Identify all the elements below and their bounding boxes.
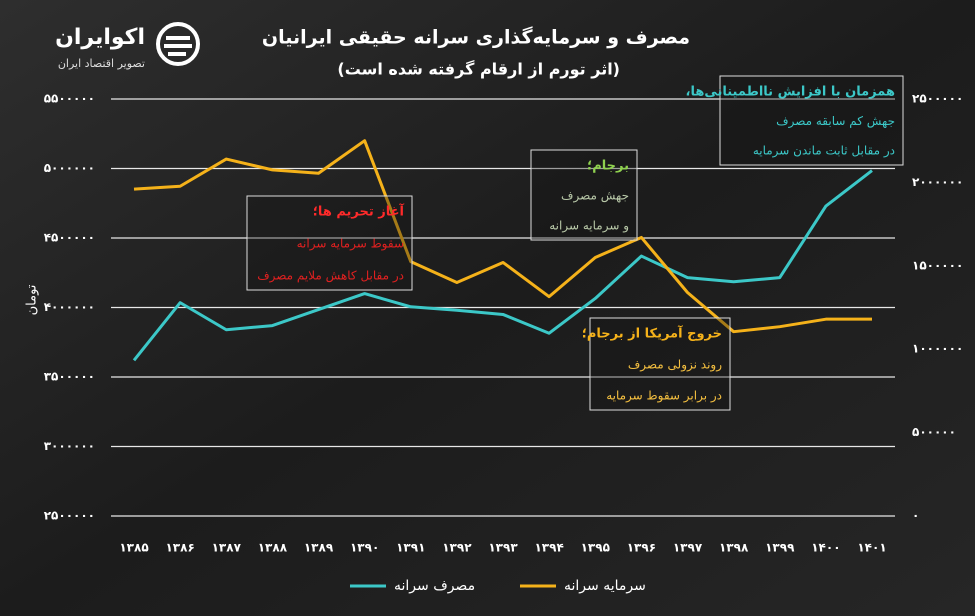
annotation-text: و سرمایه سرانه [549,219,629,234]
annotation-box [719,75,904,166]
annotation-box [589,317,731,411]
y-tick-label: ۵۰۰۰۰۰۰ [44,161,95,175]
chart-subtitle: (اثر تورم از ارقام گرفته شده است) [337,60,620,79]
y2-tick-label: ۱۰۰۰۰۰۰ [912,342,963,356]
annotation-text: جهش مصرف [561,189,629,204]
y-axis-label: تومان [25,284,40,315]
y-tick-label: ۲۵۰۰۰۰۰ [44,509,95,523]
annotation-text: برجام؛ [587,159,629,174]
annotation-text: آغاز تحریم ها؛ [313,203,405,220]
y-tick-label: ۵۵۰۰۰۰۰ [44,92,95,106]
annotation-text: خروج آمریکا از برجام؛ [582,325,722,342]
y2-tick-label: ۰ [912,509,919,523]
y-tick-label: ۴۵۰۰۰۰۰ [44,231,95,245]
annotation-text: روند نزولی مصرف [628,358,722,373]
x-tick-label: ۱۳۹۷ [673,541,703,555]
x-tick-label: ۱۳۸۵ [119,541,148,555]
y-tick-label: ۳۰۰۰۰۰۰ [44,439,95,453]
x-tick-label: ۱۳۹۶ [627,541,656,555]
legend-label: سرمایه سرانه [564,578,646,594]
x-tick-label: ۱۳۹۸ [719,541,749,555]
annotation-text: در مقابل کاهش ملایم مصرف [257,269,404,284]
annotation-box [530,149,638,241]
x-tick-label: ۱۳۹۵ [581,541,610,555]
x-tick-label: ۱۴۰۱ [857,541,886,555]
x-tick-label: ۱۳۹۴ [534,541,563,555]
annotation-text: سقوط سرمایه سرانه [297,237,404,252]
y2-tick-label: ۲۵۰۰۰۰۰ [912,92,963,106]
x-tick-label: ۱۳۸۹ [304,541,334,555]
annotation-text: در برابر سقوط سرمایه [606,389,722,404]
series-line [133,139,872,334]
annotation-text: جهش کم سابقه مصرف [776,114,895,129]
chart-title: مصرف و سرمایه‌گذاری سرانه حقیقی ایرانیان [262,26,690,49]
logo-icon [156,22,200,66]
annotation-text: همزمان با افزایش نااطمینانی‌ها، [686,85,896,100]
x-tick-label: ۱۳۹۱ [396,541,425,555]
annotation-text: در مقابل ثابت ماندن سرمایه [753,144,895,159]
x-tick-label: ۱۳۹۰ [350,541,379,555]
x-tick-label: ۱۴۰۰ [811,541,840,555]
y2-tick-label: ۲۰۰۰۰۰۰ [912,175,963,189]
x-tick-label: ۱۳۸۸ [258,541,288,555]
x-tick-label: ۱۳۹۳ [488,541,518,555]
x-tick-label: ۱۳۹۲ [442,541,472,555]
annotation-box [246,195,413,291]
y2-tick-label: ۵۰۰۰۰۰ [912,425,956,439]
x-tick-label: ۱۳۸۶ [165,541,194,555]
y-tick-label: ۴۰۰۰۰۰۰ [44,300,95,314]
x-tick-label: ۱۳۹۹ [765,541,795,555]
x-tick-label: ۱۳۸۷ [212,541,242,555]
brand-tagline: تصویر اقتصاد ایران [58,57,145,70]
y2-tick-label: ۱۵۰۰۰۰۰ [912,258,963,272]
legend-label: مصرف سرانه [394,578,475,594]
series-line [132,169,873,362]
y-tick-label: ۳۵۰۰۰۰۰ [44,370,95,384]
brand: اکوایران [55,25,145,50]
